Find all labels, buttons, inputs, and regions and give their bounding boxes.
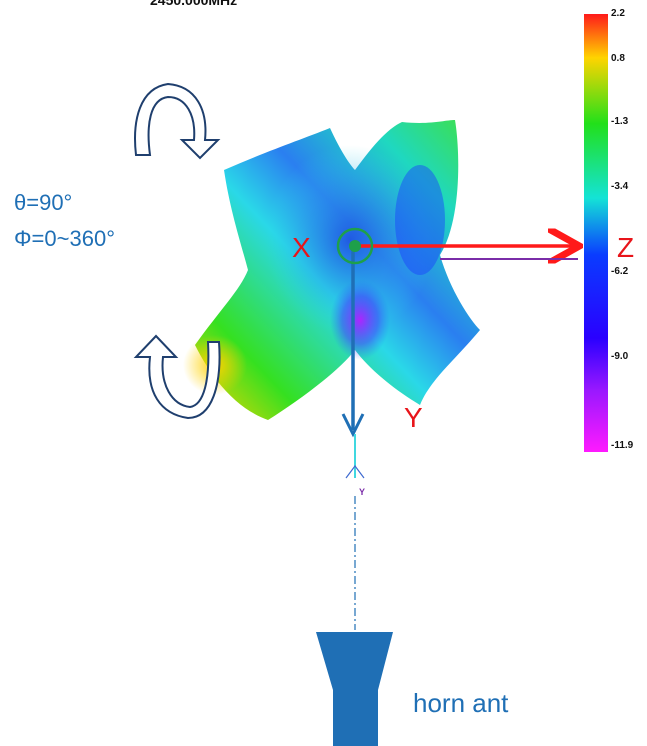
small-y-label: Y (359, 487, 366, 497)
colorbar-tick: -9.0 (611, 351, 629, 362)
colorbar-tick: 0.8 (611, 53, 625, 64)
origin-dot (349, 240, 361, 252)
radiation-pattern (183, 120, 480, 420)
axis-z-label: Z (617, 232, 635, 263)
rotate-arrow-icon (134, 82, 221, 160)
axis-y-arrowhead (341, 413, 365, 438)
colorbar (584, 14, 608, 452)
colorbar-tick: -1.3 (611, 116, 629, 127)
horn-antenna-icon (316, 632, 393, 746)
rotate-arrow-icon (133, 334, 221, 420)
axis-x-label: X (292, 232, 311, 263)
origin-marker (336, 227, 374, 265)
small-y-arrowhead (345, 465, 365, 479)
colorbar-tick: -6.2 (611, 266, 629, 277)
colorbar-tick: -3.4 (611, 181, 629, 192)
colorbar-tick: -11.9 (611, 440, 634, 451)
theta-label: θ=90° (14, 190, 73, 215)
phi-label: Φ=0~360° (14, 226, 115, 251)
colorbar-tick: 2.2 (611, 8, 625, 19)
horn-antenna-label: horn ant (413, 688, 509, 718)
frequency-label: 2450.000MHz (150, 0, 238, 8)
axis-y-label: Y (404, 402, 423, 433)
